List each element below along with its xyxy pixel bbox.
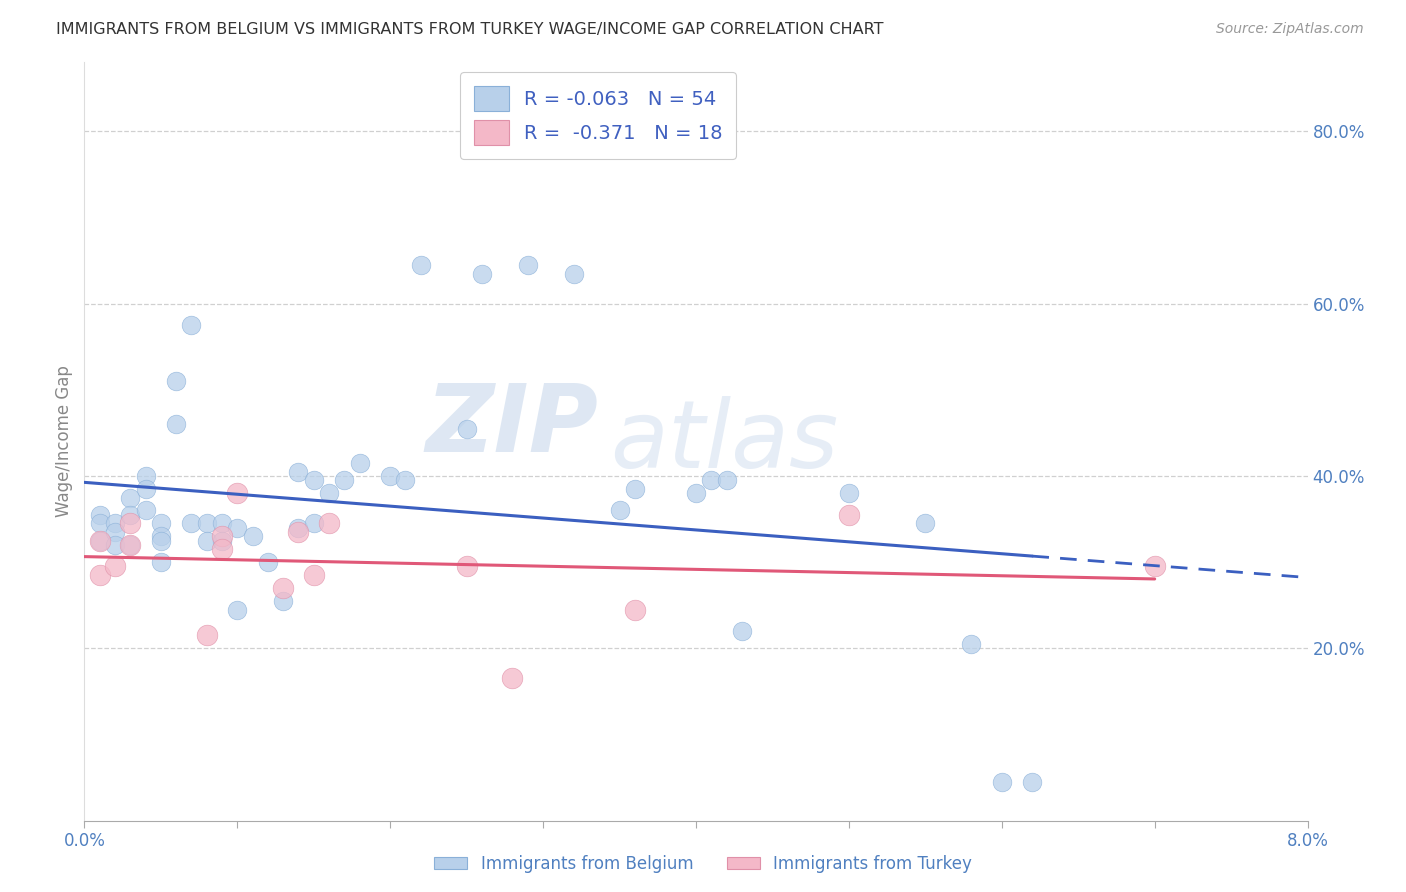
Point [271,581,294,595]
Point [716,473,738,487]
Point [135,503,157,517]
Legend: R = -0.063   N = 54, R =  -0.371   N = 18: R = -0.063 N = 54, R = -0.371 N = 18 [460,72,737,159]
Point [349,456,371,470]
Point [562,267,585,281]
Point [516,258,538,272]
Point [226,521,249,535]
Point [318,486,340,500]
Point [180,516,202,531]
Point [409,258,432,272]
Point [380,469,402,483]
Point [914,516,936,531]
Point [89,568,111,582]
Point [685,486,707,500]
Point [456,559,478,574]
Point [318,516,340,531]
Point [624,482,647,496]
Point [502,672,524,686]
Text: IMMIGRANTS FROM BELGIUM VS IMMIGRANTS FROM TURKEY WAGE/INCOME GAP CORRELATION CH: IMMIGRANTS FROM BELGIUM VS IMMIGRANTS FR… [56,22,884,37]
Point [1143,559,1166,574]
Point [211,516,233,531]
Point [226,602,249,616]
Point [287,524,309,539]
Point [838,486,860,500]
Point [456,422,478,436]
Point [302,568,325,582]
Point [211,533,233,548]
Y-axis label: Wage/Income Gap: Wage/Income Gap [55,366,73,517]
Point [731,624,754,639]
Point [624,602,647,616]
Point [211,542,233,557]
Point [242,529,264,543]
Point [104,559,127,574]
Point [226,486,249,500]
Point [195,533,218,548]
Point [120,538,142,552]
Point [302,473,325,487]
Point [120,508,142,522]
Point [149,516,172,531]
Point [333,473,356,487]
Point [700,473,723,487]
Point [609,503,631,517]
Point [195,516,218,531]
Point [287,465,309,479]
Point [394,473,416,487]
Point [302,516,325,531]
Point [135,469,157,483]
Text: atlas: atlas [610,396,838,487]
Point [149,533,172,548]
Point [838,508,860,522]
Point [149,555,172,569]
Point [104,516,127,531]
Point [89,508,111,522]
Point [960,637,983,651]
Point [165,417,187,432]
Point [89,533,111,548]
Point [287,521,309,535]
Point [120,538,142,552]
Point [271,594,294,608]
Text: ZIP: ZIP [425,380,598,473]
Point [104,524,127,539]
Point [991,775,1014,789]
Point [149,529,172,543]
Point [1021,775,1043,789]
Point [89,516,111,531]
Point [165,374,187,388]
Point [211,529,233,543]
Legend: Immigrants from Belgium, Immigrants from Turkey: Immigrants from Belgium, Immigrants from… [427,848,979,880]
Point [471,267,494,281]
Point [195,628,218,642]
Point [180,318,202,333]
Text: Source: ZipAtlas.com: Source: ZipAtlas.com [1216,22,1364,37]
Point [257,555,280,569]
Point [89,533,111,548]
Point [135,482,157,496]
Point [120,491,142,505]
Point [104,538,127,552]
Point [120,516,142,531]
